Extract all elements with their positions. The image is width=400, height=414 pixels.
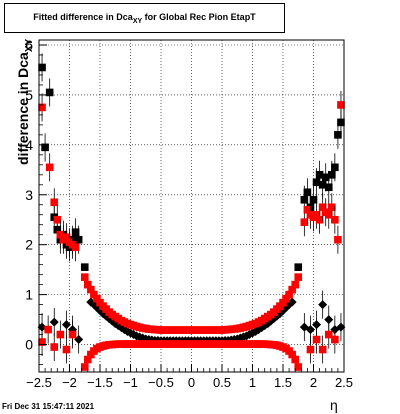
data-point-square bbox=[309, 195, 318, 204]
data-point-square bbox=[38, 338, 46, 346]
x-tick-label: −1.5 bbox=[87, 375, 113, 390]
data-point-square bbox=[328, 170, 336, 179]
x-tick-label: 0.5 bbox=[213, 375, 231, 390]
data-point-square bbox=[44, 325, 52, 334]
data-point-square bbox=[294, 363, 303, 371]
data-point-diamond bbox=[49, 317, 59, 327]
data-point-square bbox=[324, 330, 333, 339]
y-tick-label: 3 bbox=[25, 187, 33, 203]
y-tick-label: 2 bbox=[25, 237, 33, 253]
x-tick-label: 1.5 bbox=[274, 375, 292, 390]
data-point-diamond bbox=[61, 320, 71, 330]
x-tick-label: −2.5 bbox=[26, 375, 52, 390]
data-point-square bbox=[53, 215, 62, 224]
data-point-square bbox=[68, 330, 77, 339]
data-point-square bbox=[93, 294, 101, 303]
data-point-square bbox=[331, 163, 339, 172]
data-point-square bbox=[334, 131, 342, 139]
x-tick-label: −1 bbox=[123, 375, 138, 390]
data-point-diamond bbox=[312, 320, 322, 330]
data-point-square bbox=[337, 101, 345, 109]
data-point-square bbox=[324, 183, 333, 192]
data-point-square bbox=[291, 280, 299, 289]
data-point-square bbox=[321, 173, 330, 182]
grid-layer bbox=[39, 40, 344, 372]
data-point-square bbox=[318, 203, 327, 212]
x-tick-label: 0 bbox=[188, 375, 195, 390]
y-tick-label: 1 bbox=[25, 287, 33, 303]
title-box: Fitted difference in DcaXY for Global Re… bbox=[4, 3, 285, 33]
y-axis-label: difference in DcaXY bbox=[15, 38, 35, 165]
data-point-square bbox=[300, 218, 309, 227]
data-point-square bbox=[282, 294, 290, 303]
y-tick-label: 5 bbox=[25, 87, 33, 103]
timestamp: Fri Dec 31 15:47:11 2021 bbox=[2, 402, 95, 411]
data-point-square bbox=[312, 210, 321, 219]
data-point-diamond bbox=[305, 325, 315, 335]
data-point-square bbox=[71, 228, 80, 237]
data-point-square bbox=[62, 345, 71, 354]
data-point-square bbox=[62, 233, 71, 242]
data-point-square bbox=[306, 345, 315, 354]
data-point-diamond bbox=[324, 315, 334, 325]
data-point-square bbox=[318, 345, 327, 354]
data-point-square bbox=[291, 355, 299, 364]
data-point-square bbox=[45, 163, 54, 172]
data-point-square bbox=[312, 335, 321, 344]
data-point-square bbox=[285, 290, 293, 299]
data-point-square bbox=[312, 178, 321, 187]
data-point-square bbox=[328, 203, 336, 212]
data-point-square bbox=[315, 215, 324, 224]
data-layer bbox=[37, 53, 346, 371]
data-point-diamond bbox=[336, 322, 346, 332]
data-point-diamond bbox=[318, 300, 328, 310]
data-point-square bbox=[279, 298, 287, 307]
data-point-diamond bbox=[74, 335, 84, 345]
chart-title: Fitted difference in DcaXY for Global Re… bbox=[33, 12, 256, 25]
data-point-square bbox=[331, 215, 339, 224]
data-point-square bbox=[80, 363, 89, 371]
y-tick-label: 6 bbox=[25, 37, 33, 53]
data-point-square bbox=[294, 273, 303, 281]
data-point-square bbox=[45, 88, 54, 97]
data-point-square bbox=[84, 280, 92, 289]
axis-layer: −2.5 −2 −1.5 −1 −0.5 0 0.5 1 1.5 2 2.5 0 1 2 3 4 5 6 bbox=[25, 37, 353, 390]
data-point-square bbox=[50, 198, 59, 207]
data-point-square bbox=[334, 235, 342, 244]
x-tick-label: −2 bbox=[62, 375, 77, 390]
y-tick-label: 4 bbox=[25, 137, 33, 153]
x-tick-label: 1 bbox=[249, 375, 256, 390]
x-axis-label: η bbox=[330, 397, 338, 413]
data-point-square bbox=[41, 143, 49, 152]
data-point-square bbox=[294, 263, 303, 271]
data-point-square bbox=[87, 285, 95, 294]
data-point-square bbox=[288, 350, 296, 359]
data-point-square bbox=[318, 180, 327, 189]
data-point-square bbox=[50, 343, 59, 351]
data-point-square bbox=[80, 263, 89, 271]
data-point-square bbox=[56, 330, 65, 339]
data-point-square bbox=[56, 230, 65, 239]
data-point-square bbox=[331, 335, 339, 344]
data-point-square bbox=[337, 118, 345, 127]
x-tick-label: 2.5 bbox=[335, 375, 353, 390]
data-point-diamond bbox=[287, 297, 297, 307]
y-tick-label: 0 bbox=[25, 337, 33, 353]
data-point-square bbox=[315, 170, 324, 179]
data-point-square bbox=[84, 355, 92, 364]
x-tick-label: 2 bbox=[310, 375, 317, 390]
data-point-square bbox=[300, 195, 309, 204]
data-point-square bbox=[80, 273, 89, 281]
data-point-square bbox=[71, 243, 80, 251]
data-point-square bbox=[38, 103, 46, 112]
x-tick-label: −0.5 bbox=[148, 375, 174, 390]
data-point-square bbox=[38, 63, 46, 72]
data-point-square bbox=[303, 188, 312, 197]
data-point-square bbox=[303, 205, 312, 214]
data-point-square bbox=[324, 210, 333, 219]
data-point-square bbox=[288, 285, 296, 294]
data-point-square bbox=[90, 290, 98, 299]
data-point-square bbox=[74, 235, 83, 244]
